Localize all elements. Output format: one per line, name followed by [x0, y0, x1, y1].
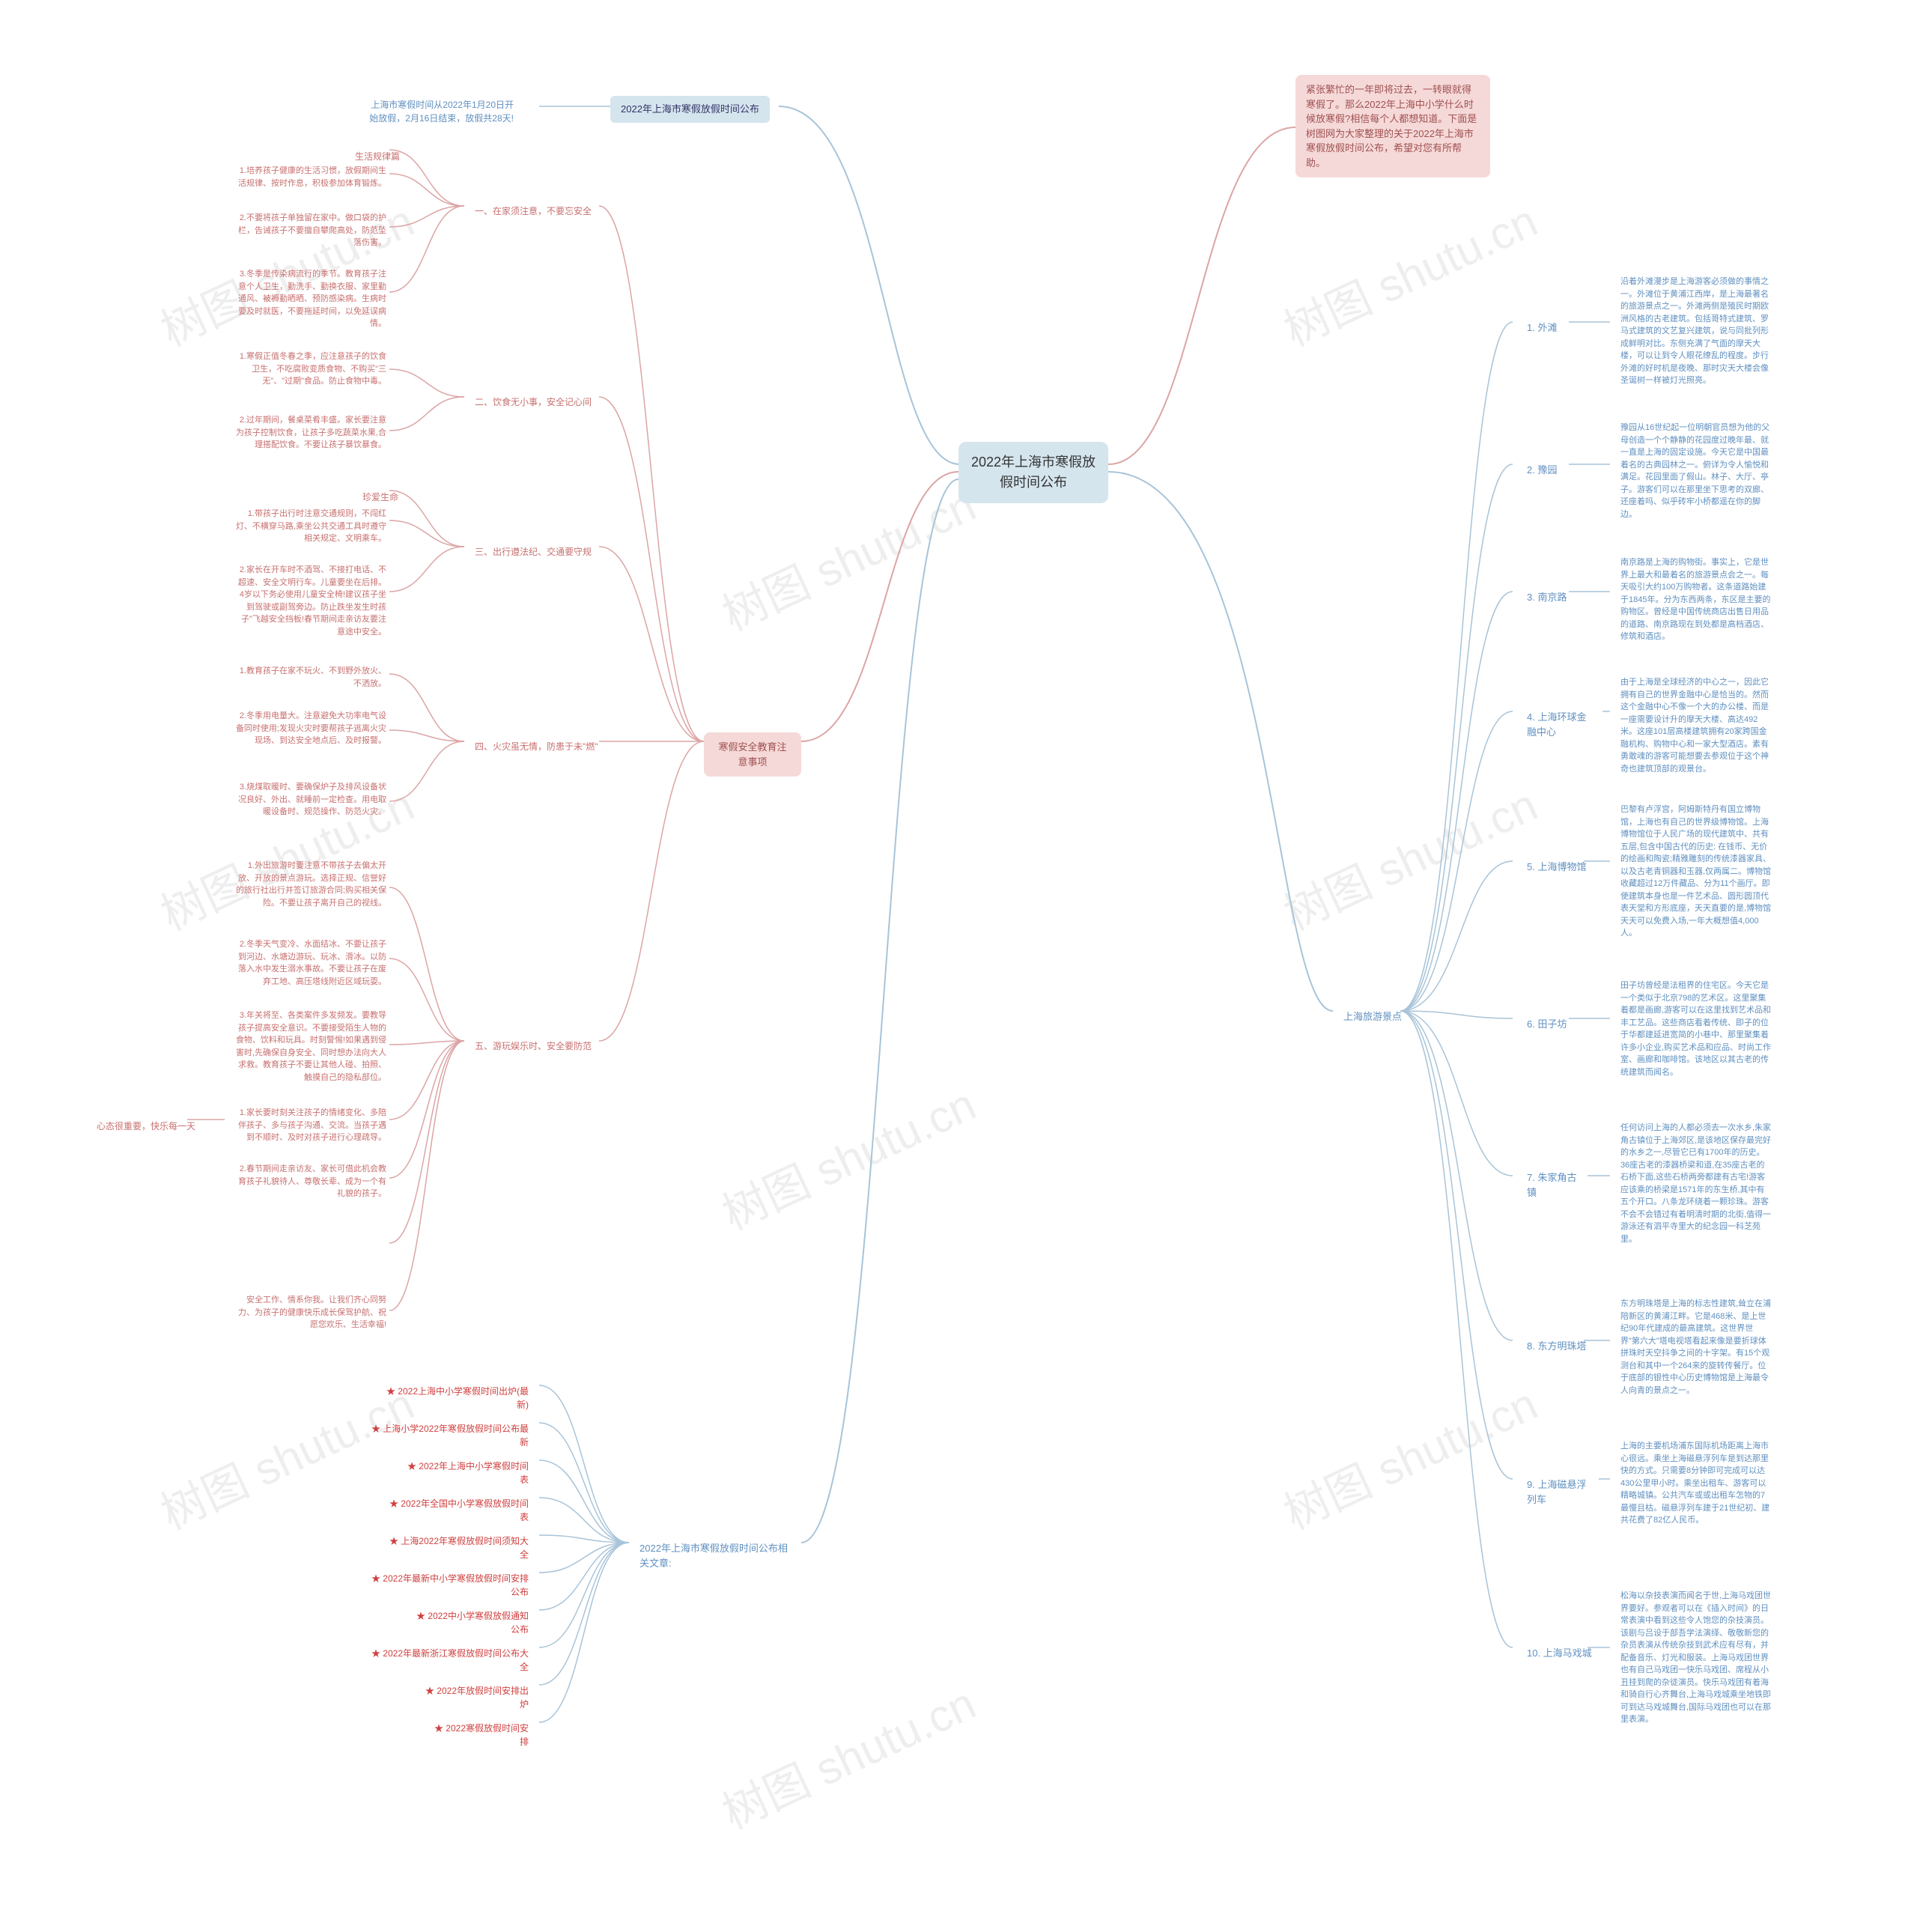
spot0-desc: 沿着外滩漫步是上海游客必须做的事情之一。外滩位于黄浦江西岸，是上海最著名的旅游景…: [1610, 270, 1782, 393]
spot9-num: 10. 上海马戏城: [1516, 1640, 1602, 1667]
section5-item4: 2.春节期间走亲访友、家长可借此机会教育孩子礼貌待人、尊敬长辈、成为一个有礼貌的…: [225, 1157, 397, 1206]
watermark: 树图 shutu.cn: [711, 1069, 985, 1242]
spot1-desc: 豫园从16世纪起一位明朝官员想为他的父母创造一个个静静的花园度过晚年最、就一直是…: [1610, 416, 1782, 526]
spot8-desc: 上海的主要机场浦东国际机场距离上海市心很远。乘坐上海磁悬浮列车是到达那里快的方式…: [1610, 1434, 1782, 1533]
section4-item2: 3.烧煤取暖时、要确保炉子及排风设备状况良好、外出、就睡前一定检查。用电取暖设备…: [225, 775, 397, 824]
section3-item1: 2.家长在开车时不酒驾、不接打电话、不超速、安全文明行车。儿童要坐在后排。4岁以…: [225, 558, 397, 644]
section2-item0: 1.寒假正值冬春之季，应注意孩子的饮食卫生，不吃腐败变质食物、不购买"三无"、"…: [225, 344, 397, 394]
link7[interactable]: ★ 2022年最新浙江寒假放假时间公布大全: [359, 1641, 539, 1680]
section5-title: 五、游玩娱乐时、安全要防范: [464, 1033, 602, 1059]
branch3-title: 2022年上海市寒假放假时间公布相关文章:: [629, 1535, 805, 1576]
link8[interactable]: ★ 2022年放假时间安排出炉: [412, 1678, 539, 1717]
link3[interactable]: ★ 2022年全国中小学寒假放假时间表: [374, 1491, 539, 1530]
section3-title: 三、出行遵法纪、交通要守规: [464, 539, 602, 565]
section1-item2: 3.冬季是传染病流行的季节。教育孩子注意个人卫生，勤洗手、勤换衣服、家里勤通风、…: [225, 262, 397, 336]
section4-title: 四、火灾虽无情，防患于未"燃": [464, 734, 609, 759]
watermark: 树图 shutu.cn: [1272, 185, 1546, 359]
watermark: 树图 shutu.cn: [711, 470, 985, 643]
spot4-desc: 巴黎有卢浮宫，阿姆斯特丹有国立博物馆，上海也有自己的世界级博物馆。上海博物馆位于…: [1610, 798, 1782, 946]
link4[interactable]: ★ 上海2022年寒假放假时间须知大全: [374, 1528, 539, 1567]
link9[interactable]: ★ 2022寒假放假时间安排: [419, 1716, 539, 1755]
intro-box: 紧张繁忙的一年即将过去，一转眼就得寒假了。那么2022年上海中小学什么时候放寒假…: [1295, 75, 1490, 177]
section4-item1: 2.冬季用电量大。注意避免大功率电气设备同时使用;发现火灾时要帮孩子逃离火灾现场…: [225, 704, 397, 753]
branch2-title: 寒假安全教育注意事项: [704, 732, 801, 777]
spot2-num: 3. 南京路: [1516, 584, 1577, 611]
section5-item0: 1.外出旅游时要注意不带孩子去偏太开放、开放的景点游玩。选择正规、信誉好的旅行社…: [225, 854, 397, 915]
watermark: 树图 shutu.cn: [1272, 769, 1546, 943]
spot5-num: 6. 田子坊: [1516, 1011, 1577, 1038]
center-topic: 2022年上海市寒假放假时间公布: [958, 442, 1108, 503]
spot6-desc: 任何访问上海的人都必须去一次水乡,朱家角古镇位于上海郊区,是该地区保存最完好的水…: [1610, 1116, 1782, 1251]
spot7-desc: 东方明珠塔是上海的标志性建筑,耸立在浦陪新区的黄浦江畔。它是468米、是上世纪9…: [1610, 1292, 1782, 1403]
link5[interactable]: ★ 2022年最新中小学寒假放假时间安排公布: [352, 1566, 539, 1605]
section5-head-after: 心态很重要，快乐每一天: [86, 1114, 206, 1139]
section1-item0: 1.培养孩子健康的生活习惯，放假期间生活规律、按时作息，积极参加体育锻炼。: [225, 159, 397, 195]
section5-item1: 2.冬季天气变冷、水面结冰、不要让孩子到河边、水塘边游玩、玩冰、滑冰。以防落入水…: [225, 932, 397, 994]
spot1-num: 2. 豫园: [1516, 457, 1567, 484]
spot2-desc: 南京路是上海的购物街。事实上，它是世界上最大和最着名的旅游景点会之一。每天吸引大…: [1610, 550, 1782, 649]
section3-item0: 1.带孩子出行时注意交通规则，不闯红灯、不横穿马路,乘坐公共交通工具时遵守相关规…: [225, 502, 397, 551]
spot8-num: 9. 上海磁悬浮列车: [1516, 1471, 1602, 1513]
watermark: 树图 shutu.cn: [1272, 1368, 1546, 1542]
spot9-desc: 松海以杂技表演而闻名于世,上海马戏团世界要好。参观者可以在《插入时间》的日常表演…: [1610, 1584, 1782, 1732]
section1-title: 一、在家须注意，不要忘安全: [464, 198, 602, 224]
branch1-title: 2022年上海市寒假放假时间公布: [610, 96, 770, 123]
spot4-num: 5. 上海博物馆: [1516, 854, 1597, 881]
spot3-desc: 由于上海是全球经济的中心之一，因此它拥有自己的世界金融中心是恰当的。然而这个金融…: [1610, 670, 1782, 781]
section1-item1: 2.不要将孩子单独留在家中。做口袋的护栏，告诫孩子不要擅自攀爬高处，防范坠落伤害…: [225, 206, 397, 255]
link6[interactable]: ★ 2022中小学寒假放假通知公布: [397, 1603, 539, 1642]
section5-item3: 1.家长要时刻关注孩子的情绪变化、多陪伴孩子、多与孩子沟通、交流。当孩子遇到不顺…: [225, 1101, 397, 1150]
section2-title: 二、饮食无小事，安全记心间: [464, 389, 602, 415]
spot6-num: 7. 朱家角古镇: [1516, 1164, 1591, 1206]
link1[interactable]: ★ 上海小学2022年寒假放假时间公布最新: [359, 1416, 539, 1455]
section2-item1: 2.过年期间，餐桌菜肴丰盛。家长要注意为孩子控制饮食，让孩子多吃蔬菜水果,合理搭…: [225, 408, 397, 458]
spot7-num: 8. 东方明珠塔: [1516, 1333, 1597, 1360]
section4-item0: 1.教育孩子在家不玩火、不到野外放火、不洒放。: [225, 659, 397, 696]
section5-closing: 安全工作、情系你我。让我们齐心同努力、为孩子的健康快乐成长保驾护航、祝愿您欢乐、…: [225, 1288, 397, 1337]
branch1-desc: 上海市寒假时间从2022年1月20日开始放假，2月16日结束，放假共28天!: [352, 92, 524, 131]
link2[interactable]: ★ 2022年上海中小学寒假时间表: [389, 1453, 539, 1492]
spot0-num: 1. 外滩: [1516, 315, 1567, 341]
branch4-title: 上海旅游景点: [1333, 1003, 1412, 1030]
link0[interactable]: ★ 2022上海中小学寒假时间出炉(最新): [374, 1379, 539, 1418]
watermark: 树图 shutu.cn: [711, 1668, 985, 1841]
section5-item2: 3.年关将至、各类案件多发频发。要教导孩子提高安全意识。不要接受陌生人物的食物、…: [225, 1003, 397, 1090]
spot3-num: 4. 上海环球金融中心: [1516, 704, 1606, 745]
spot5-desc: 田子坊曾经是法租界的住宅区。今天它是一个类似于北京798的艺术区。这里聚集着都是…: [1610, 973, 1782, 1084]
